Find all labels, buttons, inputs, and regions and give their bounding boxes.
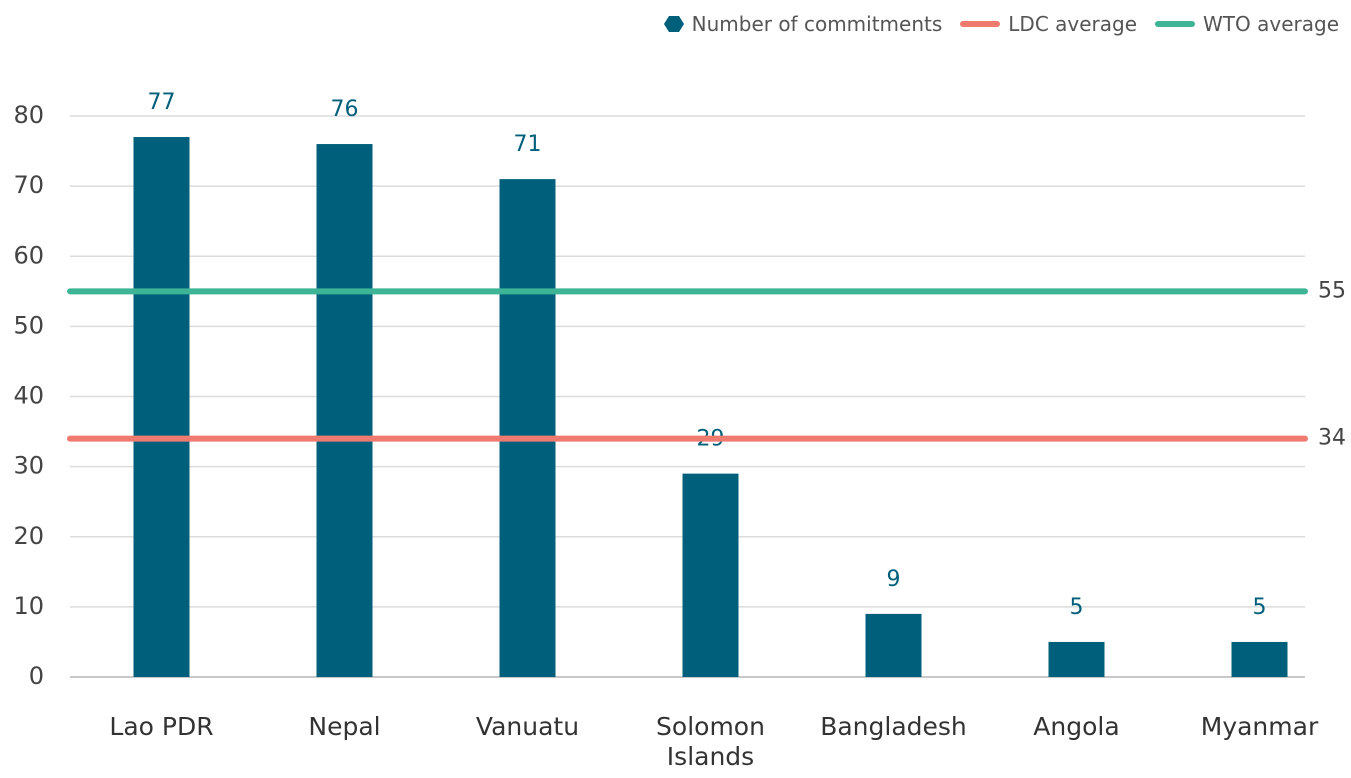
y-tick-label: 40 (13, 382, 44, 410)
bar (1048, 641, 1105, 677)
legend: Number of commitments LDC average WTO aver… (663, 12, 1339, 36)
data-label: 9 (887, 567, 901, 592)
legend-label: LDC average (1008, 12, 1138, 36)
bar (1231, 641, 1288, 677)
data-label: 71 (514, 132, 542, 157)
x-tick-label: Lao PDR (109, 712, 214, 741)
y-tick-label: 0 (29, 662, 44, 690)
y-tick-label: 50 (13, 311, 44, 339)
legend-item: WTO average (1155, 12, 1339, 36)
legend-swatch (663, 16, 684, 32)
bar (682, 473, 739, 677)
data-label: 5 (1253, 595, 1267, 620)
legend-label: WTO average (1203, 12, 1339, 36)
y-tick-label: 30 (13, 452, 44, 480)
reference-label: 34 (1318, 426, 1346, 451)
x-tick-label: Angola (1033, 712, 1120, 741)
x-tick-label: Myanmar (1200, 712, 1319, 741)
legend-item: Number of commitments (663, 12, 943, 36)
x-tick-label: Solomon Islands (656, 712, 765, 771)
data-label: 77 (148, 90, 176, 115)
legend-marker (663, 16, 684, 32)
legend-label: Number of commitments (691, 12, 943, 36)
reference-label: 55 (1318, 278, 1346, 303)
x-tick-label: Vanuatu (475, 712, 580, 741)
y-tick-label: 80 (13, 101, 44, 129)
bar (499, 179, 556, 678)
legend-swatch (1155, 21, 1196, 27)
legend-item: LDC average (960, 12, 1137, 36)
x-tick-label: Nepal (308, 712, 381, 741)
data-label: 5 (1070, 595, 1084, 620)
y-tick-label: 10 (13, 592, 44, 620)
bar (133, 137, 190, 678)
y-tick-label: 20 (13, 522, 44, 550)
y-tick-label: 70 (13, 171, 44, 199)
y-tick-label: 60 (13, 241, 44, 269)
data-label: 76 (331, 97, 359, 122)
legend-swatch (960, 21, 1001, 27)
bar (865, 613, 922, 677)
x-tick-label: Bangladesh (820, 712, 967, 741)
bar (316, 144, 373, 678)
